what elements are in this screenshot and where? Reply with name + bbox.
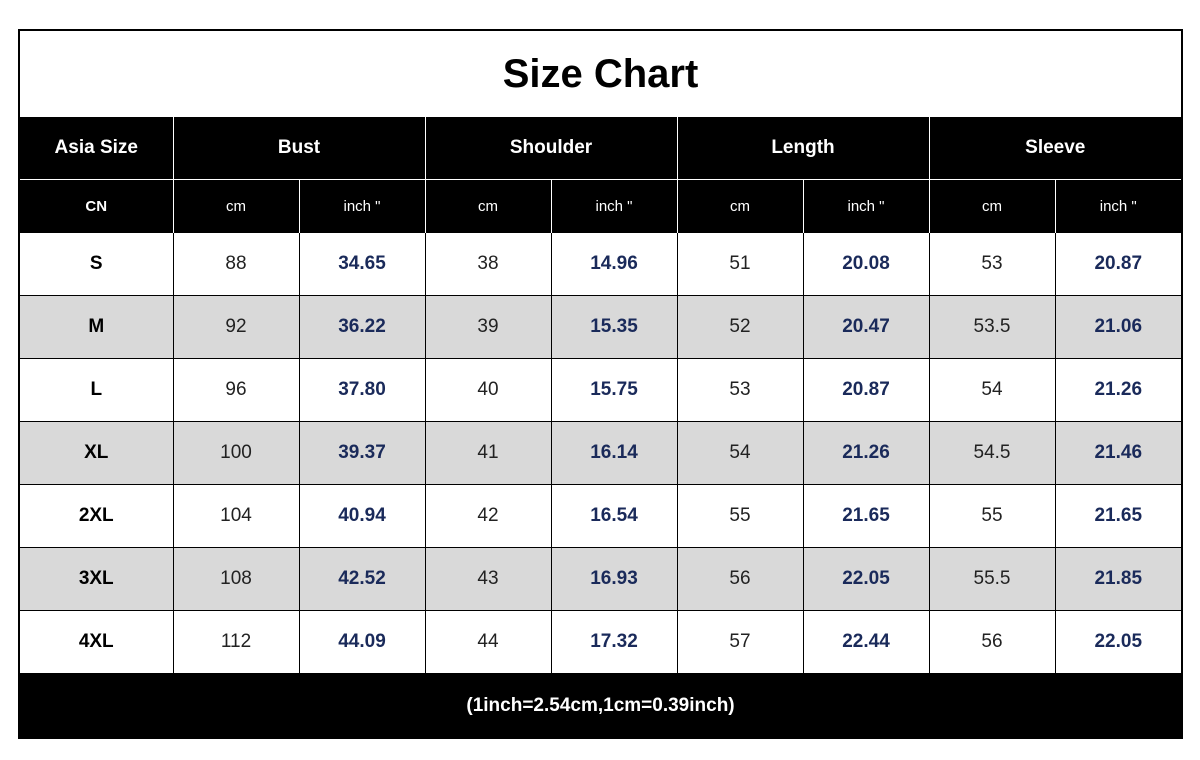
unit-shoulder-cm: cm <box>424 179 551 233</box>
size-cell: 4XL <box>18 610 174 675</box>
length-inch-cell: 22.05 <box>802 547 930 611</box>
table-row: L 96 37.80 40 15.75 53 20.87 54 21.26 <box>18 358 1184 422</box>
sleeve-inch-cell: 21.65 <box>1054 484 1184 548</box>
size-cell: M <box>18 295 174 359</box>
size-cell: 3XL <box>18 547 174 611</box>
header-row: Asia Size Bust Shoulder Length Sleeve <box>18 117 1184 180</box>
shoulder-cm-cell: 39 <box>424 295 552 359</box>
shoulder-inch-cell: 16.54 <box>550 484 678 548</box>
bust-inch-cell: 39.37 <box>298 421 426 485</box>
bust-cm-cell: 100 <box>172 421 300 485</box>
shoulder-cm-cell: 42 <box>424 484 552 548</box>
length-cm-cell: 52 <box>676 295 804 359</box>
header-length: Length <box>676 117 929 180</box>
sleeve-cm-cell: 53.5 <box>928 295 1056 359</box>
bust-inch-cell: 37.80 <box>298 358 426 422</box>
sleeve-inch-cell: 21.85 <box>1054 547 1184 611</box>
length-cm-cell: 55 <box>676 484 804 548</box>
unit-bust-cm: cm <box>172 179 299 233</box>
bust-inch-cell: 36.22 <box>298 295 426 359</box>
sleeve-inch-cell: 21.46 <box>1054 421 1184 485</box>
header-bust: Bust <box>172 117 425 180</box>
sleeve-cm-cell: 53 <box>928 232 1056 296</box>
bust-cm-cell: 92 <box>172 295 300 359</box>
bust-inch-cell: 42.52 <box>298 547 426 611</box>
unit-bust-inch: inch " <box>298 179 425 233</box>
sleeve-cm-cell: 55.5 <box>928 547 1056 611</box>
table-row: 2XL 104 40.94 42 16.54 55 21.65 55 21.65 <box>18 484 1184 548</box>
bust-cm-cell: 112 <box>172 610 300 675</box>
length-cm-cell: 57 <box>676 610 804 675</box>
sleeve-inch-cell: 22.05 <box>1054 610 1184 675</box>
length-cm-cell: 51 <box>676 232 804 296</box>
shoulder-cm-cell: 41 <box>424 421 552 485</box>
sleeve-inch-cell: 21.26 <box>1054 358 1184 422</box>
header-size: Asia Size <box>18 117 173 180</box>
table-row: XL 100 39.37 41 16.14 54 21.26 54.5 21.4… <box>18 421 1184 485</box>
bust-cm-cell: 104 <box>172 484 300 548</box>
bust-cm-cell: 108 <box>172 547 300 611</box>
length-cm-cell: 53 <box>676 358 804 422</box>
unit-length-cm: cm <box>676 179 803 233</box>
sleeve-cm-cell: 54 <box>928 358 1056 422</box>
sleeve-cm-cell: 54.5 <box>928 421 1056 485</box>
unit-sleeve-inch: inch " <box>1054 179 1184 233</box>
length-inch-cell: 22.44 <box>802 610 930 675</box>
bust-inch-cell: 34.65 <box>298 232 426 296</box>
sleeve-cm-cell: 55 <box>928 484 1056 548</box>
conversion-note: (1inch=2.54cm,1cm=0.39inch) <box>17 673 1184 739</box>
length-cm-cell: 56 <box>676 547 804 611</box>
header-shoulder: Shoulder <box>424 117 677 180</box>
size-cell: XL <box>18 421 174 485</box>
sleeve-cm-cell: 56 <box>928 610 1056 675</box>
shoulder-inch-cell: 15.35 <box>550 295 678 359</box>
shoulder-inch-cell: 17.32 <box>550 610 678 675</box>
table-row: 4XL 112 44.09 44 17.32 57 22.44 56 22.05 <box>18 610 1184 675</box>
size-chart-table: Size Chart Asia Size Bust Shoulder Lengt… <box>17 29 1184 739</box>
shoulder-cm-cell: 38 <box>424 232 552 296</box>
shoulder-cm-cell: 40 <box>424 358 552 422</box>
table-row: 3XL 108 42.52 43 16.93 56 22.05 55.5 21.… <box>18 547 1184 611</box>
shoulder-cm-cell: 44 <box>424 610 552 675</box>
sleeve-inch-cell: 21.06 <box>1054 295 1184 359</box>
table-row: S 88 34.65 38 14.96 51 20.08 53 20.87 <box>18 232 1184 296</box>
bust-inch-cell: 40.94 <box>298 484 426 548</box>
sleeve-inch-cell: 20.87 <box>1054 232 1184 296</box>
table-row: M 92 36.22 39 15.35 52 20.47 53.5 21.06 <box>18 295 1184 359</box>
length-inch-cell: 20.47 <box>802 295 930 359</box>
bust-inch-cell: 44.09 <box>298 610 426 675</box>
length-inch-cell: 21.26 <box>802 421 930 485</box>
length-inch-cell: 20.08 <box>802 232 930 296</box>
header-sleeve: Sleeve <box>928 117 1184 180</box>
chart-title: Size Chart <box>17 29 1184 117</box>
bust-cm-cell: 88 <box>172 232 300 296</box>
unit-length-inch: inch " <box>802 179 929 233</box>
shoulder-inch-cell: 16.93 <box>550 547 678 611</box>
length-inch-cell: 21.65 <box>802 484 930 548</box>
shoulder-inch-cell: 16.14 <box>550 421 678 485</box>
unit-row: CN cm inch " cm inch " cm inch " cm inch… <box>18 179 1184 233</box>
unit-sleeve-cm: cm <box>928 179 1055 233</box>
length-inch-cell: 20.87 <box>802 358 930 422</box>
unit-region: CN <box>18 179 173 233</box>
size-cell: L <box>18 358 174 422</box>
bust-cm-cell: 96 <box>172 358 300 422</box>
unit-shoulder-inch: inch " <box>550 179 677 233</box>
shoulder-cm-cell: 43 <box>424 547 552 611</box>
shoulder-inch-cell: 14.96 <box>550 232 678 296</box>
shoulder-inch-cell: 15.75 <box>550 358 678 422</box>
size-cell: 2XL <box>18 484 174 548</box>
size-cell: S <box>18 232 174 296</box>
length-cm-cell: 54 <box>676 421 804 485</box>
